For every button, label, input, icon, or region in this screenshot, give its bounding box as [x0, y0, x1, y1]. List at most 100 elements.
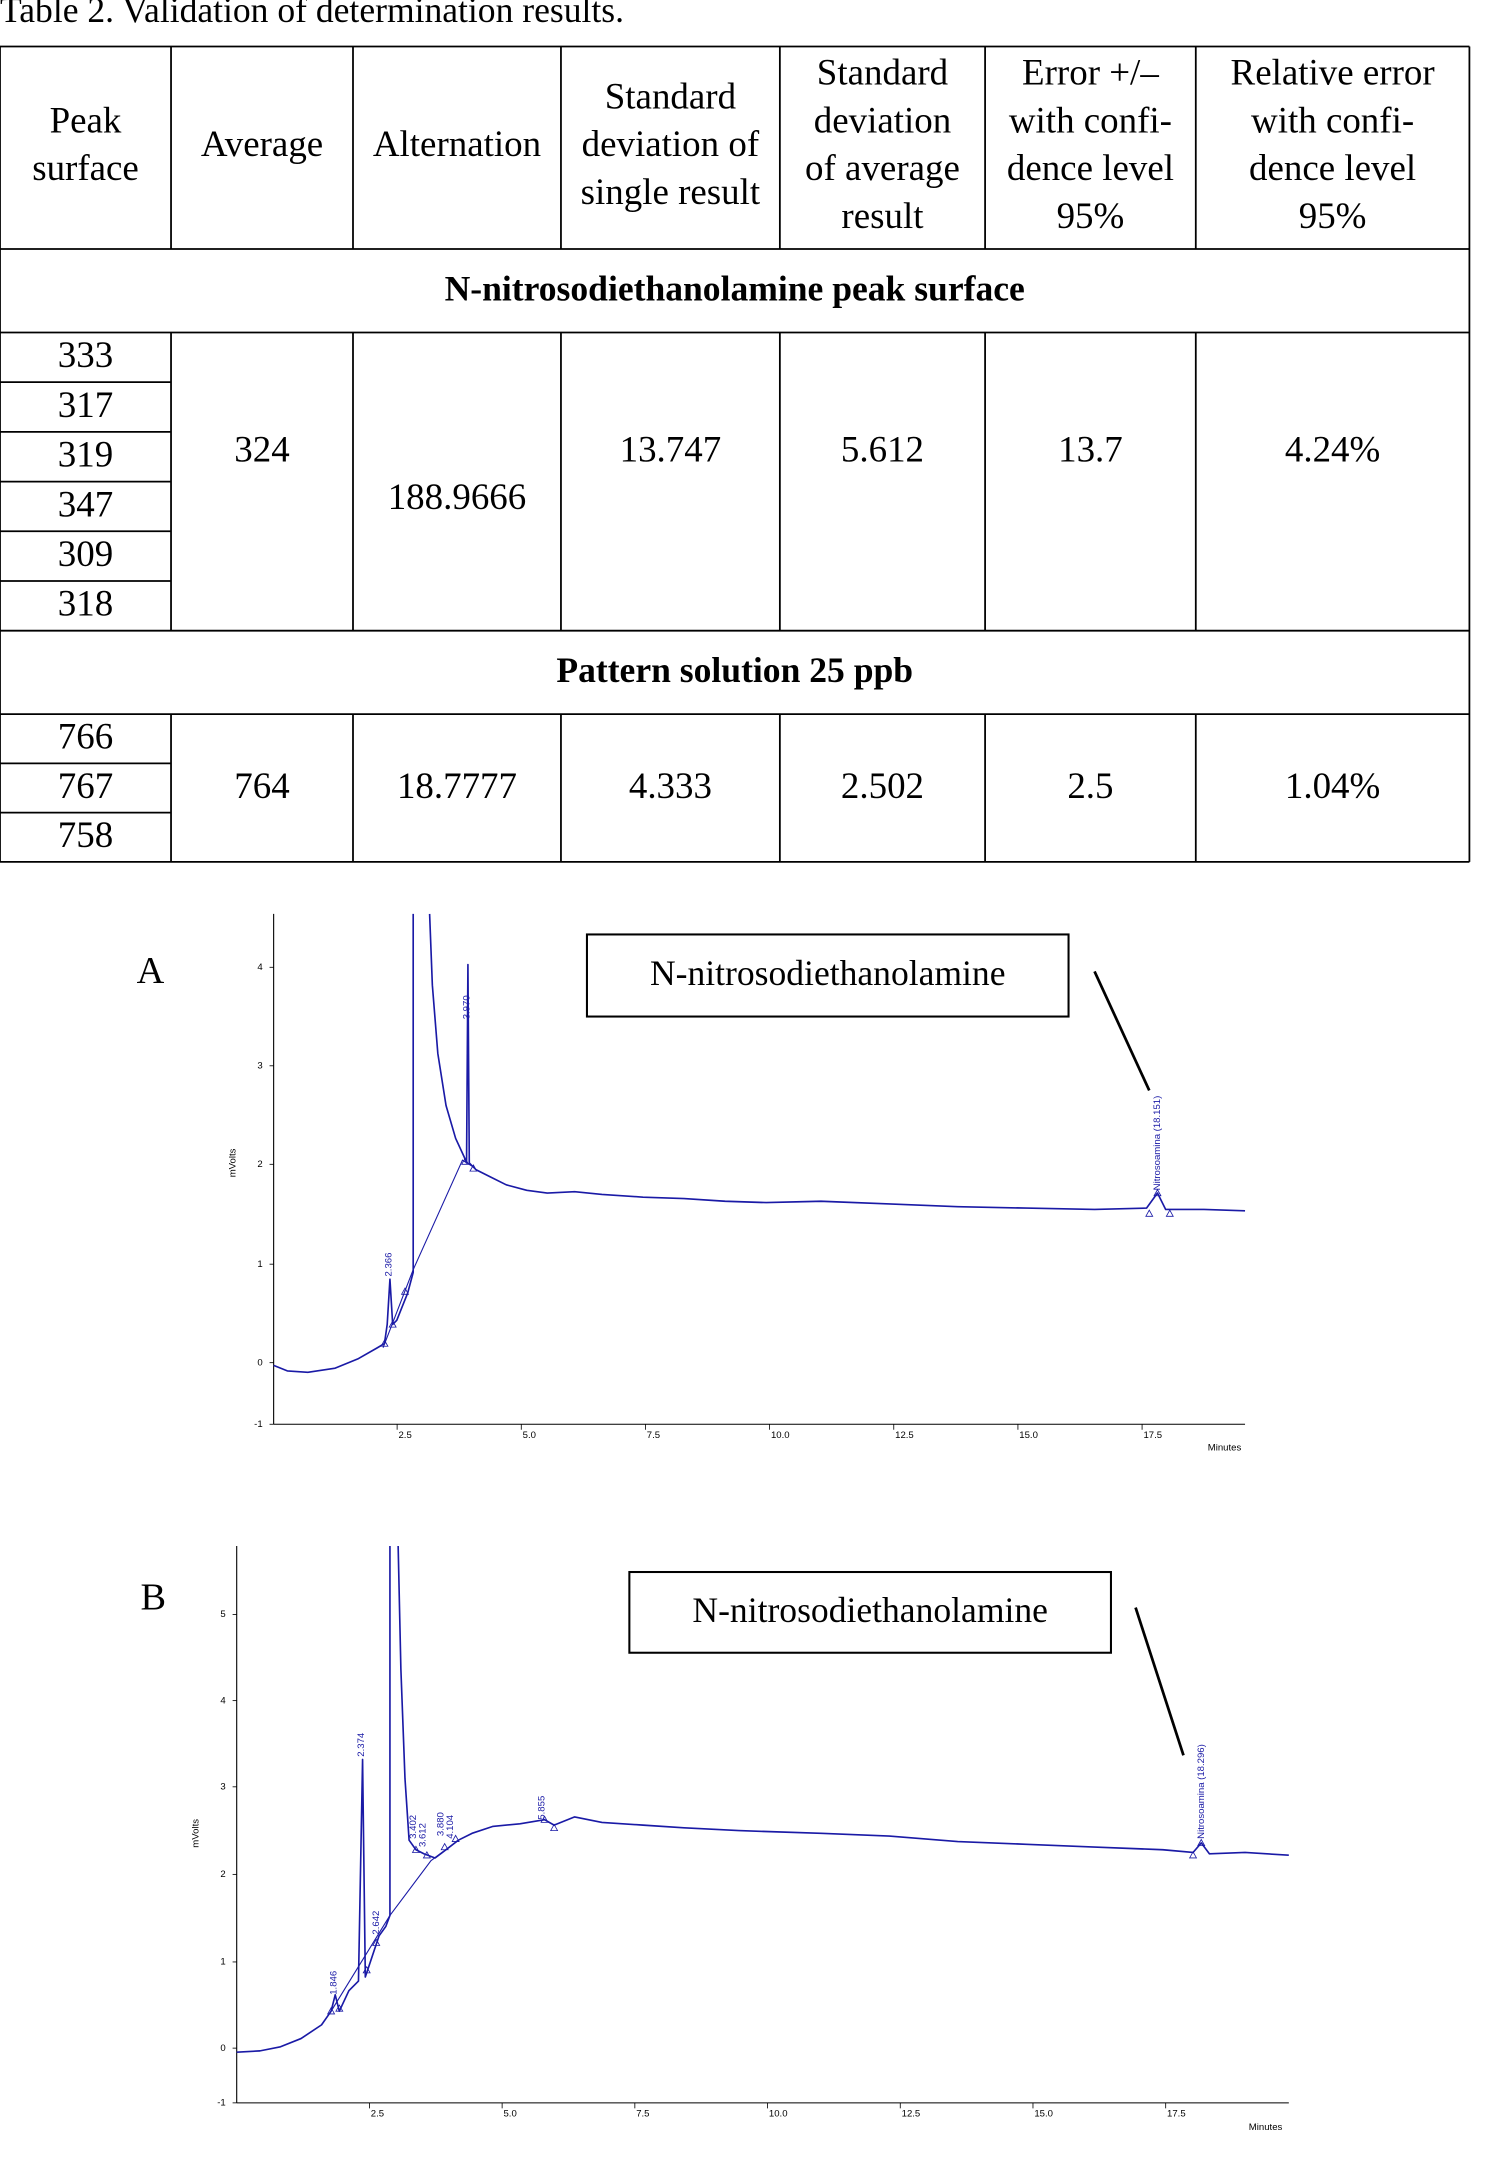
alternation: 18.7777: [397, 765, 517, 806]
peak-surface: 766: [58, 716, 113, 757]
y-tick-label: 4: [220, 1695, 226, 1706]
peak-marker: [440, 1842, 449, 1851]
peak-marker: [451, 1834, 460, 1842]
peak-label: 2.366: [383, 1253, 394, 1277]
peak-surface: 347: [58, 483, 113, 524]
header-text: Peak: [50, 99, 122, 140]
peak-marker: [335, 2004, 344, 2012]
peak-surface: 309: [58, 533, 113, 574]
header-text: of average: [805, 147, 960, 188]
alternation: 188.9666: [388, 476, 527, 517]
average: 764: [234, 765, 289, 806]
trace: [236, 1546, 1289, 2054]
peak-marker: [380, 1339, 389, 1347]
figure-label: A: [137, 950, 165, 992]
peak-marker: [1145, 1209, 1154, 1217]
peak-marker: [388, 1320, 397, 1328]
peak-label: 2.642: [371, 1911, 382, 1935]
section-title: Pattern solution 25 ppb: [556, 650, 913, 690]
y-axis-label: mVolts: [227, 1148, 238, 1177]
peak-surface: 333: [58, 334, 113, 375]
peak-marker: [362, 1965, 371, 1974]
x-tick-label: 10.0: [769, 2109, 788, 2120]
y-axis-label: mVolts: [190, 1819, 201, 1848]
x-tick-label: 17.5: [1143, 1430, 1162, 1441]
peak-marker: [372, 1938, 381, 1946]
y-tick-label: 5: [220, 1609, 225, 1620]
sd-single: 4.333: [629, 765, 712, 806]
header-text: Average: [201, 123, 323, 164]
peak-label: 3.970: [461, 995, 472, 1019]
peak-marker: [1188, 1850, 1198, 1859]
annotation-text: N-nitrosodiethanolamine: [650, 953, 1006, 993]
trace: [273, 913, 1246, 1374]
x-tick-label: 15.0: [1034, 2109, 1053, 2120]
peak-surface: 319: [58, 434, 113, 475]
sd-average: 5.612: [841, 428, 924, 469]
figure-label: B: [140, 1577, 166, 1619]
peak-label: Nitrosoamina (18.151): [1152, 1096, 1163, 1191]
y-tick-label: 2: [220, 1869, 225, 1880]
y-tick-label: 4: [257, 962, 263, 973]
header-text: 95%: [1057, 195, 1125, 236]
x-tick-label: 2.5: [371, 2109, 384, 2120]
header-text: result: [841, 195, 924, 236]
peak-label: 4.104: [445, 1814, 456, 1839]
x-tick-label: 17.5: [1167, 2109, 1186, 2120]
error: 13.7: [1058, 428, 1123, 469]
peak-marker: [400, 1287, 410, 1295]
y-tick-label: -1: [217, 2098, 226, 2109]
y-tick-label: 1: [257, 1259, 262, 1270]
peak-marker: [549, 1823, 559, 1832]
leader-line: [1134, 1607, 1185, 1756]
peak-label: Nitrosoamina (18.296): [1196, 1744, 1207, 1839]
peak-marker: [1153, 1188, 1162, 1197]
x-tick-label: 10.0: [771, 1430, 790, 1441]
sd-average: 2.502: [841, 765, 924, 806]
header-text: dence level: [1249, 147, 1416, 188]
peak-marker: [540, 1815, 549, 1823]
x-axis-label: Minutes: [1208, 1442, 1242, 1453]
header-text: 95%: [1299, 195, 1367, 236]
x-tick-label: 12.5: [902, 2109, 921, 2120]
peak-marker: [1165, 1209, 1174, 1217]
header-text: with confi-: [1009, 99, 1172, 140]
x-axis-label: Minutes: [1249, 2122, 1283, 2133]
peak-surface: 318: [58, 583, 113, 624]
peak-marker: [1197, 1838, 1206, 1847]
section-title: N-nitrosodiethanolamine peak surface: [445, 268, 1025, 308]
header-text: Standard: [605, 75, 737, 116]
error: 2.5: [1067, 765, 1113, 806]
x-tick-label: 12.5: [895, 1430, 914, 1441]
baseline: [330, 1839, 459, 2012]
annotation-box: [585, 933, 1070, 1018]
header-text: Alternation: [373, 123, 541, 164]
header-text: surface: [32, 147, 139, 188]
peak-marker: [326, 2006, 336, 2015]
chromatogram: B -1 0 1 2 3 4 5 2.5 5.0 7.5 10.0 12.5 15.0 17.5 Minute…: [140, 1546, 1289, 2133]
table-caption: Table 2. Validation of determination res…: [0, 0, 624, 30]
x-tick-label: 5.0: [503, 2109, 516, 2120]
peak-marker: [469, 1164, 478, 1172]
chromatogram: A -1 0 1 2 3 4 2.5 5.0 7.5 10.0 12.5 15.0 17.5 Minutes…: [137, 913, 1246, 1453]
annotation-box: [628, 1570, 1112, 1654]
header-text: dence level: [1007, 147, 1174, 188]
peak-label: 5.855: [537, 1796, 548, 1820]
header-text: Error +/–: [1022, 51, 1159, 92]
annotation-text: N-nitrosodiethanolamine: [692, 1590, 1048, 1630]
y-tick-label: 2: [257, 1159, 262, 1170]
y-tick-label: 3: [220, 1782, 225, 1793]
header-text: Relative error: [1231, 51, 1435, 92]
peak-label: 3.402: [408, 1815, 419, 1839]
x-tick-label: 7.5: [636, 2109, 649, 2120]
header-text: single result: [581, 171, 761, 212]
header-text: with confi-: [1251, 99, 1414, 140]
peak-marker: [461, 1157, 470, 1165]
peak-label: 1.846: [329, 1971, 340, 1995]
header-text: Standard: [817, 51, 949, 92]
y-tick-label: 0: [257, 1357, 262, 1368]
peak-label: 2.374: [356, 1732, 367, 1757]
header-text: deviation of: [582, 123, 760, 164]
peak-label: 3.612: [418, 1823, 429, 1847]
peak-surface: 317: [58, 384, 113, 425]
